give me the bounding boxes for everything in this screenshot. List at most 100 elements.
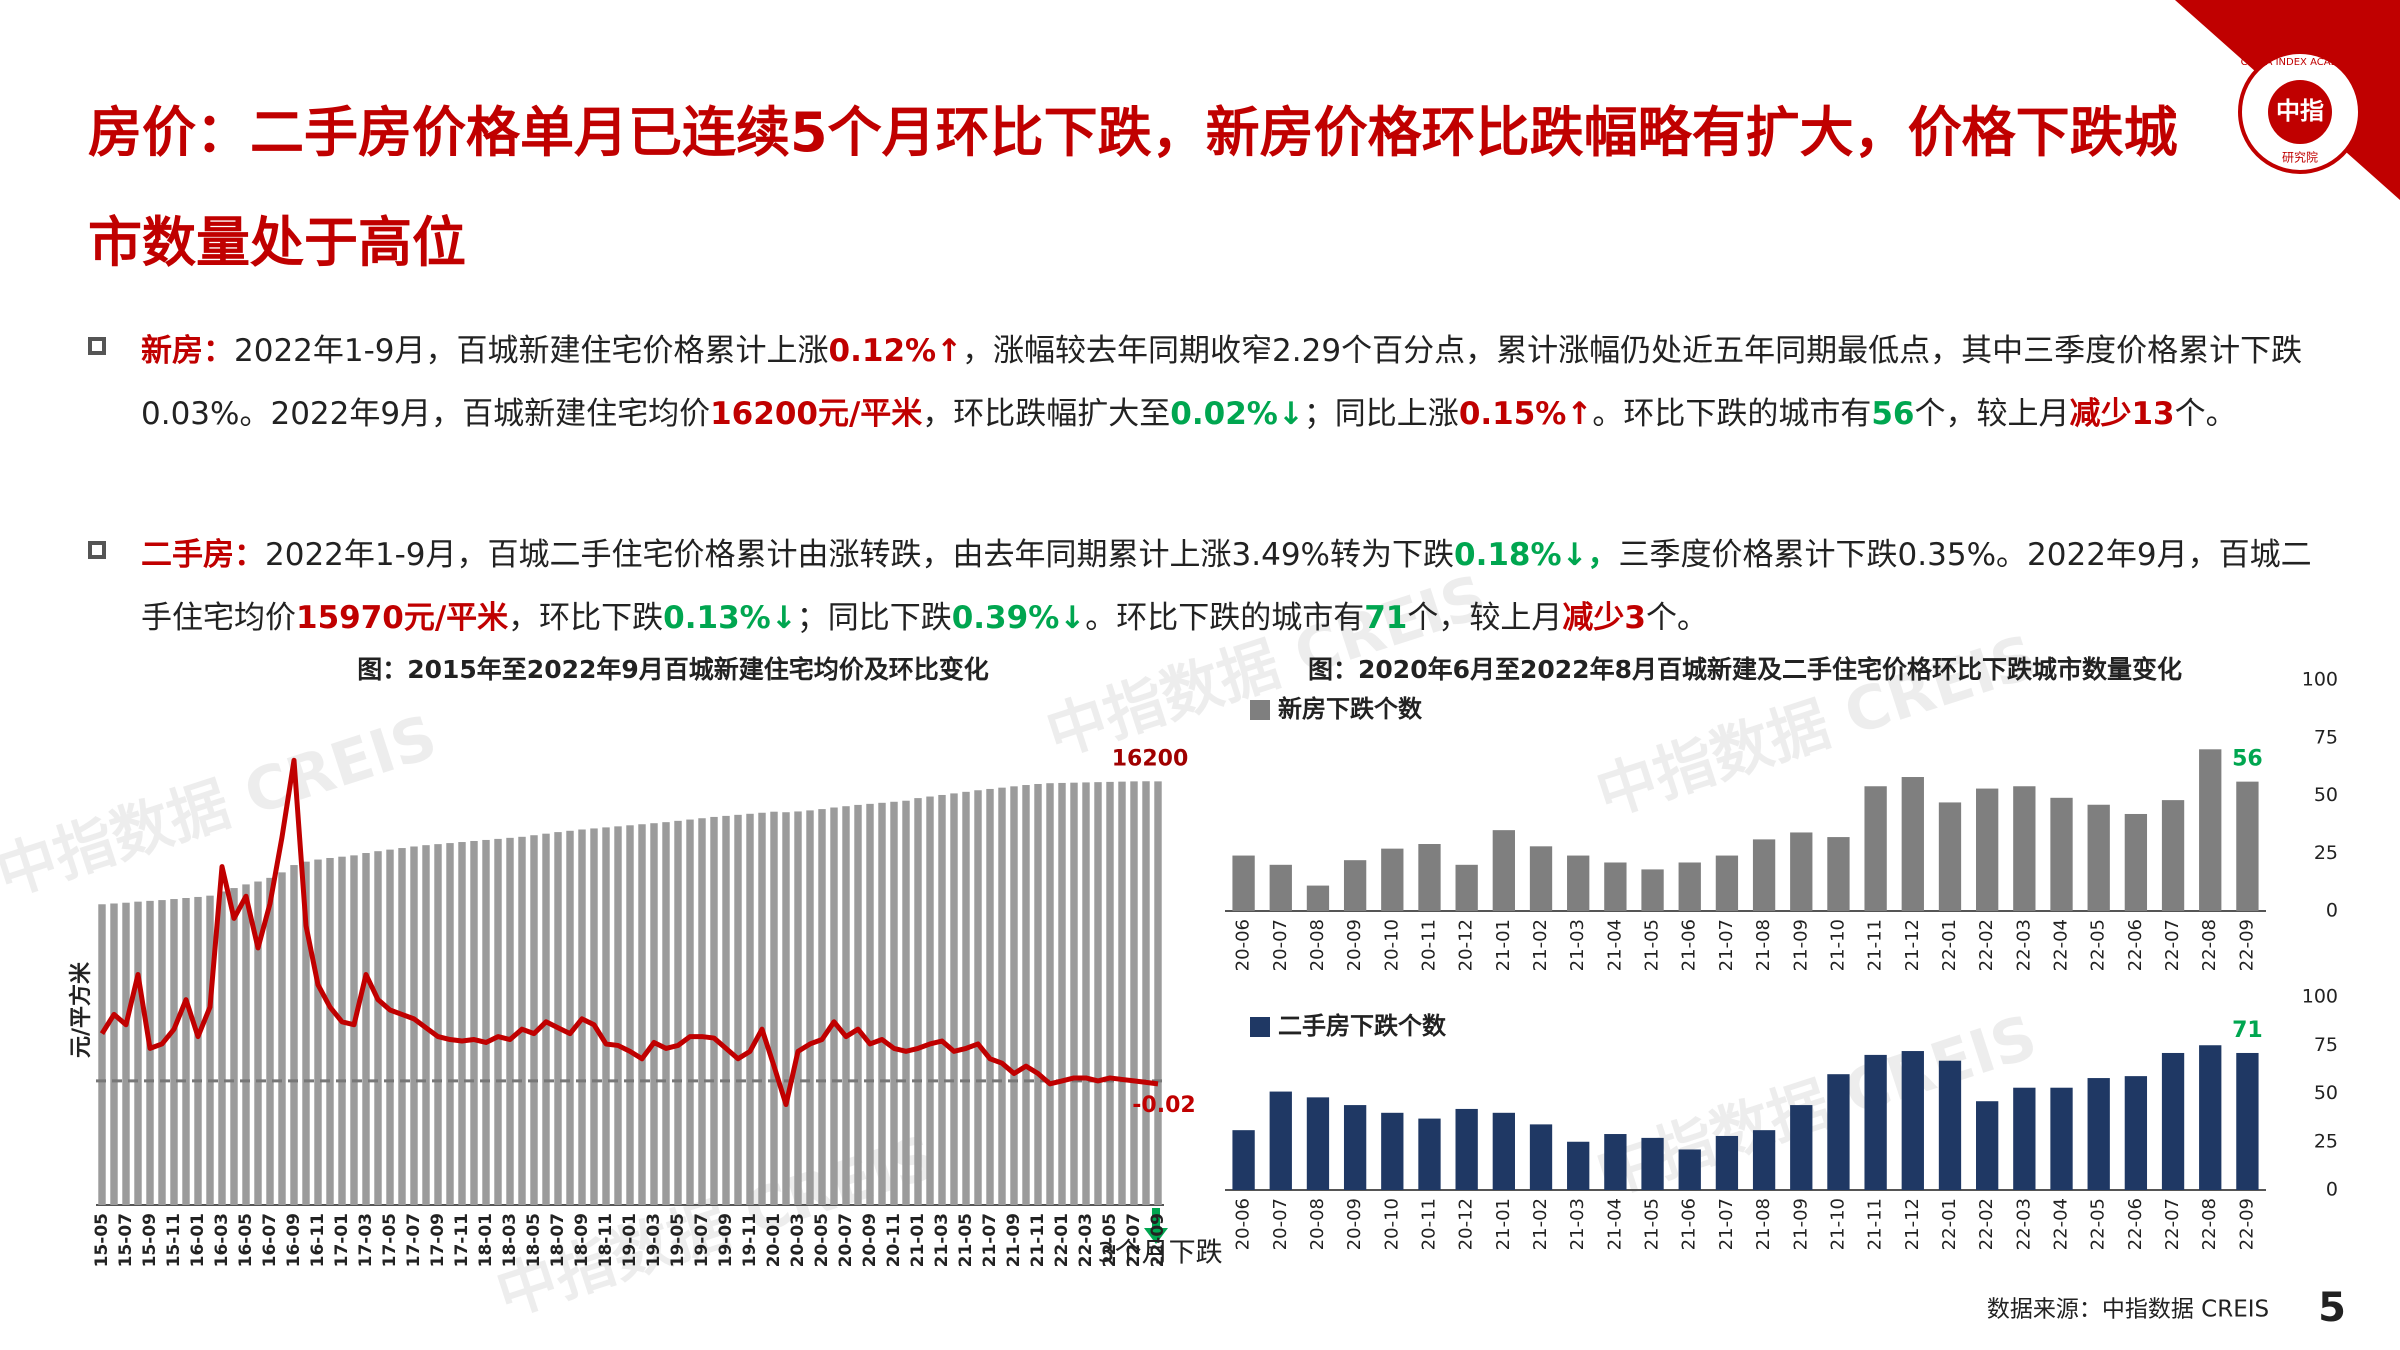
bar	[722, 815, 730, 1205]
bar	[1070, 782, 1078, 1205]
slide-title: 房价：二手房价格单月已连续5个月环比下跌，新房价格环比跌幅略有扩大，价格下跌城市…	[88, 101, 2178, 274]
x-tick-label: 21-06	[1679, 919, 1700, 971]
x-tick-label: 21-07	[980, 1213, 1000, 1267]
bar	[2050, 1087, 2073, 1190]
bar	[1034, 783, 1042, 1205]
bar	[602, 827, 610, 1205]
logo-ring-text: CHINA INDEX ACADEMY	[2241, 57, 2361, 68]
bar	[242, 884, 250, 1205]
y-tick-label: 75	[2314, 1034, 2338, 1056]
bar	[2124, 1076, 2148, 1190]
logo-core	[2268, 80, 2332, 144]
x-tick-label: 15-11	[164, 1213, 184, 1267]
bar	[1790, 1105, 1813, 1190]
bullet: 新房：2022年1-9月，百城新建住宅价格累计上涨0.12%↑，涨幅较去年同期收…	[141, 320, 2331, 446]
bar	[1130, 781, 1138, 1205]
x-tick-label: 22-02	[1976, 919, 1997, 971]
bar	[1678, 862, 1701, 911]
bullet-text: 0.18%↓，	[1454, 537, 1619, 573]
x-tick-label: 22-06	[2125, 1198, 2146, 1250]
bar	[746, 813, 754, 1205]
bullet: 二手房：2022年1-9月，百城二手住宅价格累计由涨转跌，由去年同期累计上涨3.…	[141, 524, 2331, 650]
bullet-text: 三季度价格累计下跌0.35%。2022年9月，百城二手住宅均价	[141, 537, 2312, 636]
bar	[962, 791, 970, 1205]
x-tick-label: 17-07	[404, 1213, 424, 1267]
bar	[650, 823, 658, 1205]
x-tick-label: 20-11	[1418, 1198, 1439, 1250]
bar	[1827, 1074, 1850, 1190]
bar	[866, 803, 874, 1205]
bar	[626, 825, 634, 1205]
bar	[386, 849, 394, 1205]
y-tick-label: 100	[2302, 669, 2338, 691]
bar	[170, 899, 178, 1205]
bullet-text: ，涨幅较去年同期收窄2.29个百分点，累计涨幅仍处近五年同期最低点，其中三季度价…	[141, 333, 2303, 432]
bullet-text: 56	[1871, 396, 1915, 432]
bar	[818, 809, 826, 1205]
bar	[2161, 800, 2185, 911]
bar	[638, 824, 646, 1205]
data-label: -0.02	[1132, 1093, 1195, 1118]
x-tick-label: 21-01	[908, 1213, 928, 1267]
x-tick-label: 18-09	[572, 1213, 592, 1267]
x-tick-label: 22-01	[1939, 1198, 1960, 1250]
bar	[590, 828, 598, 1205]
bullet-text: 0.13%↓	[663, 600, 797, 636]
bar	[110, 903, 118, 1205]
x-tick-label: 20-11	[1418, 919, 1439, 971]
x-tick-label: 21-03	[932, 1213, 952, 1267]
x-tick-label: 21-09	[1004, 1213, 1024, 1267]
bullet-label: 二手房：	[141, 537, 265, 573]
bar	[890, 801, 898, 1205]
bar	[134, 901, 142, 1205]
bar	[1604, 1134, 1627, 1190]
annotation: 3个月下跌	[1097, 1238, 1222, 1269]
x-tick-label: 21-09	[1790, 1198, 1811, 1250]
line-series	[99, 757, 1159, 1108]
x-tick-label: 21-02	[1530, 919, 1551, 971]
bar	[1529, 1124, 1553, 1190]
bar	[806, 810, 814, 1205]
bullet-text: 15970元/平米	[296, 600, 509, 636]
logo-bottom: 研究院	[2282, 150, 2318, 165]
x-tick-label: 21-03	[1567, 1198, 1588, 1250]
bar	[1752, 839, 1776, 911]
bar	[674, 820, 682, 1205]
bar	[410, 846, 418, 1205]
x-tick-label: 19-09	[716, 1213, 736, 1267]
bar	[770, 811, 778, 1205]
x-tick-label: 22-06	[2125, 919, 2146, 971]
x-tick-label: 22-09	[1148, 1213, 1168, 1267]
x-tick-label: 20-10	[1381, 1198, 1402, 1250]
x-tick-label: 15-07	[116, 1213, 136, 1267]
bar	[1046, 783, 1054, 1205]
bar	[1641, 1137, 1664, 1190]
bar	[854, 804, 862, 1205]
x-tick-label: 20-08	[1307, 919, 1328, 971]
bar	[470, 840, 478, 1205]
x-tick-label: 22-07	[2162, 919, 2183, 971]
bar	[518, 836, 526, 1205]
bar	[338, 856, 346, 1205]
bar	[1455, 864, 1478, 911]
bar	[266, 877, 274, 1205]
x-tick-label: 20-07	[1270, 919, 1291, 971]
x-tick-label: 21-01	[1493, 919, 1514, 971]
bar	[230, 888, 238, 1205]
bar	[278, 872, 286, 1205]
bar	[2236, 781, 2259, 911]
x-tick-label: 21-01	[1493, 1198, 1514, 1250]
x-tick-label: 20-09	[1344, 1198, 1365, 1250]
bar	[122, 902, 130, 1205]
bullet-text: 16200元/平米	[710, 396, 923, 432]
bullet-text: ，环比下跌	[508, 600, 664, 636]
x-tick-label: 20-09	[1344, 919, 1365, 971]
x-tick-label: 15-09	[140, 1213, 160, 1267]
bar	[302, 861, 310, 1205]
bullet-text: 71	[1364, 600, 1408, 636]
bullet-text: 个。	[2174, 396, 2237, 432]
bar	[1381, 848, 1404, 911]
y-tick-label: 50	[2314, 784, 2338, 806]
